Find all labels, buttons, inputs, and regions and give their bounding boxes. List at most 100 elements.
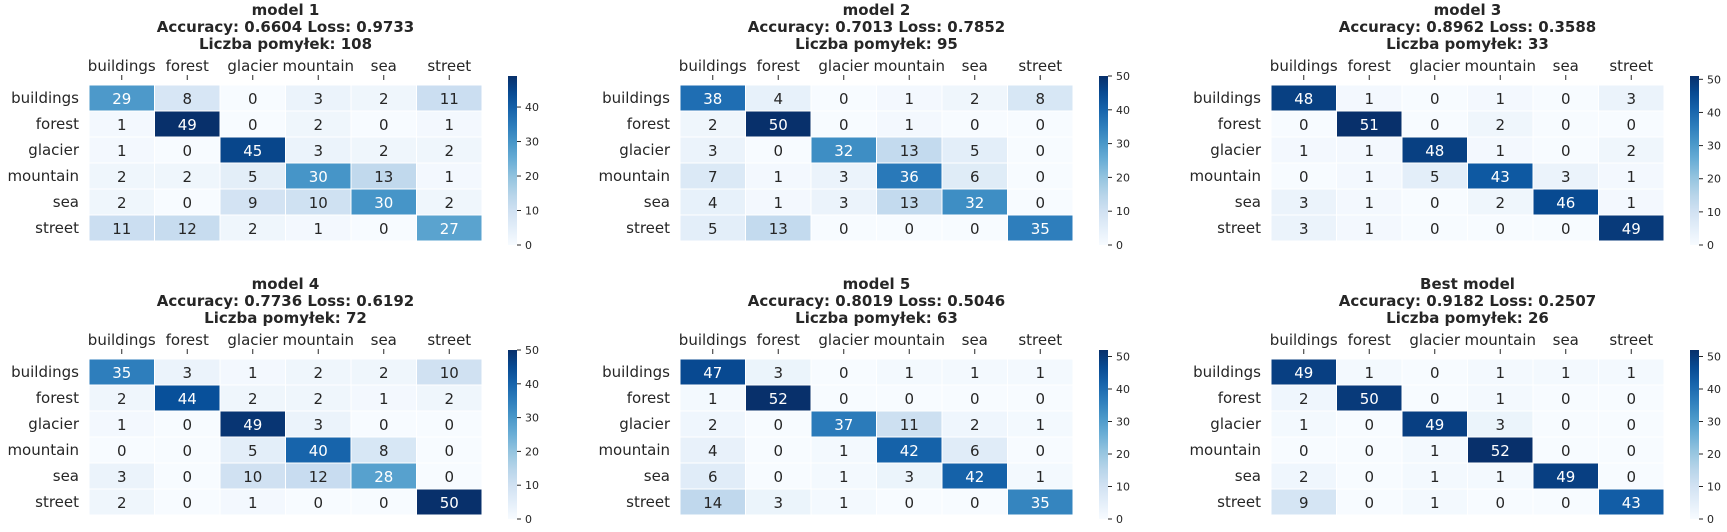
heatmap-cell [876,488,943,516]
heatmap-cell [350,410,417,438]
cell-value-label: 37 [834,416,853,434]
colorbar-tick-label: 30 [1707,416,1721,429]
heatmap-cell [154,384,221,412]
heatmap-cell [1007,214,1074,242]
chart-title-line: model 4 [252,275,320,293]
cell-value-label: 0 [1430,220,1440,238]
cell-value-label: 0 [1430,364,1440,382]
x-tick-label: sea [962,57,988,75]
colorbar-tick-label: 20 [1707,173,1721,186]
cell-value-label: 1 [117,416,127,434]
cell-value-label: 1 [1626,364,1636,382]
x-tick-label: forest [1348,331,1391,349]
heatmap-cell [1598,188,1665,216]
heatmap-cell [154,188,221,216]
cell-value-label: 2 [117,168,127,186]
cell-value-label: 0 [839,220,849,238]
x-tick-label: mountain [282,57,354,75]
cell-value-label: 0 [1561,494,1571,512]
x-tick-label: mountain [873,331,945,349]
heatmap-cell [1532,162,1599,190]
heatmap-cell [1467,436,1534,464]
cell-value-label: 0 [1035,442,1045,460]
cell-value-label: 0 [1626,442,1636,460]
x-tick-label: forest [166,57,209,75]
x-tick-label: street [1609,331,1653,349]
cell-value-label: 0 [1299,116,1309,134]
cell-value-label: 0 [1430,116,1440,134]
y-tick-label: street [1217,219,1261,237]
cell-value-label: 1 [1430,442,1440,460]
colorbar-tick-label: 0 [525,239,532,252]
y-tick-label: forest [627,389,670,407]
y-tick-label: buildings [11,89,79,107]
x-tick-label: buildings [88,331,156,349]
heatmap-cell [679,214,746,242]
y-tick-label: glacier [1210,415,1262,433]
heatmap-cell [1007,84,1074,112]
heatmap-cell [285,462,352,490]
cell-value-label: 4 [773,90,783,108]
y-tick-label: glacier [28,141,80,159]
cell-value-label: 50 [1360,390,1379,408]
y-tick-label: glacier [619,141,671,159]
heatmap-cell [810,136,877,164]
heatmap-cell [285,410,352,438]
cell-value-label: 1 [1299,416,1309,434]
y-tick-label: glacier [28,415,80,433]
colorbar-tick-label: 30 [525,412,539,425]
colorbar-tick-label: 40 [1707,383,1721,396]
cell-value-label: 0 [1561,142,1571,160]
heatmap-cell [285,110,352,138]
cell-value-label: 0 [182,494,192,512]
cell-value-label: 3 [773,364,783,382]
heatmap-cell [745,358,812,386]
heatmap-cell [679,488,746,516]
heatmap-cell [154,462,221,490]
y-tick-label: sea [644,193,670,211]
y-tick-label: street [35,493,79,511]
cell-value-label: 8 [1035,90,1045,108]
cell-value-label: 0 [1364,468,1374,486]
cell-value-label: 2 [248,220,258,238]
heatmap-cell [810,110,877,138]
cell-value-label: 0 [182,442,192,460]
heatmap-cell [876,410,943,438]
cell-value-label: 0 [1561,416,1571,434]
x-tick-label: sea [1553,331,1579,349]
x-tick-label: buildings [679,57,747,75]
x-tick-label: buildings [1270,331,1338,349]
heatmap-cell [1401,110,1468,138]
cell-value-label: 11 [900,416,919,434]
cell-value-label: 3 [1299,194,1309,212]
colorbar-tick-label: 50 [1707,351,1721,364]
x-tick-label: buildings [1270,57,1338,75]
cell-value-label: 1 [248,364,258,382]
cell-value-label: 0 [444,416,454,434]
cell-value-label: 0 [1561,90,1571,108]
heatmap-cell [1598,462,1665,490]
cell-value-label: 2 [313,364,323,382]
heatmap-cell [1598,436,1665,464]
colorbar-tick-label: 0 [1707,239,1714,252]
cell-value-label: 1 [1035,468,1045,486]
heatmap-cell [350,214,417,242]
colorbar [1690,350,1699,519]
heatmap-cell [88,462,155,490]
heatmap-cell [350,162,417,190]
heatmap-cell [941,162,1008,190]
heatmap-cell [1336,488,1403,516]
heatmap-cell [285,384,352,412]
heatmap-cell [1532,188,1599,216]
cell-value-label: 1 [1364,220,1374,238]
heatmap-cell [1401,84,1468,112]
heatmap-cell [941,188,1008,216]
heatmap-cell [350,462,417,490]
heatmap-cell [416,162,483,190]
cell-value-label: 49 [1622,220,1641,238]
chart-title-line: Accuracy: 0.8019 Loss: 0.5046 [748,292,1005,310]
